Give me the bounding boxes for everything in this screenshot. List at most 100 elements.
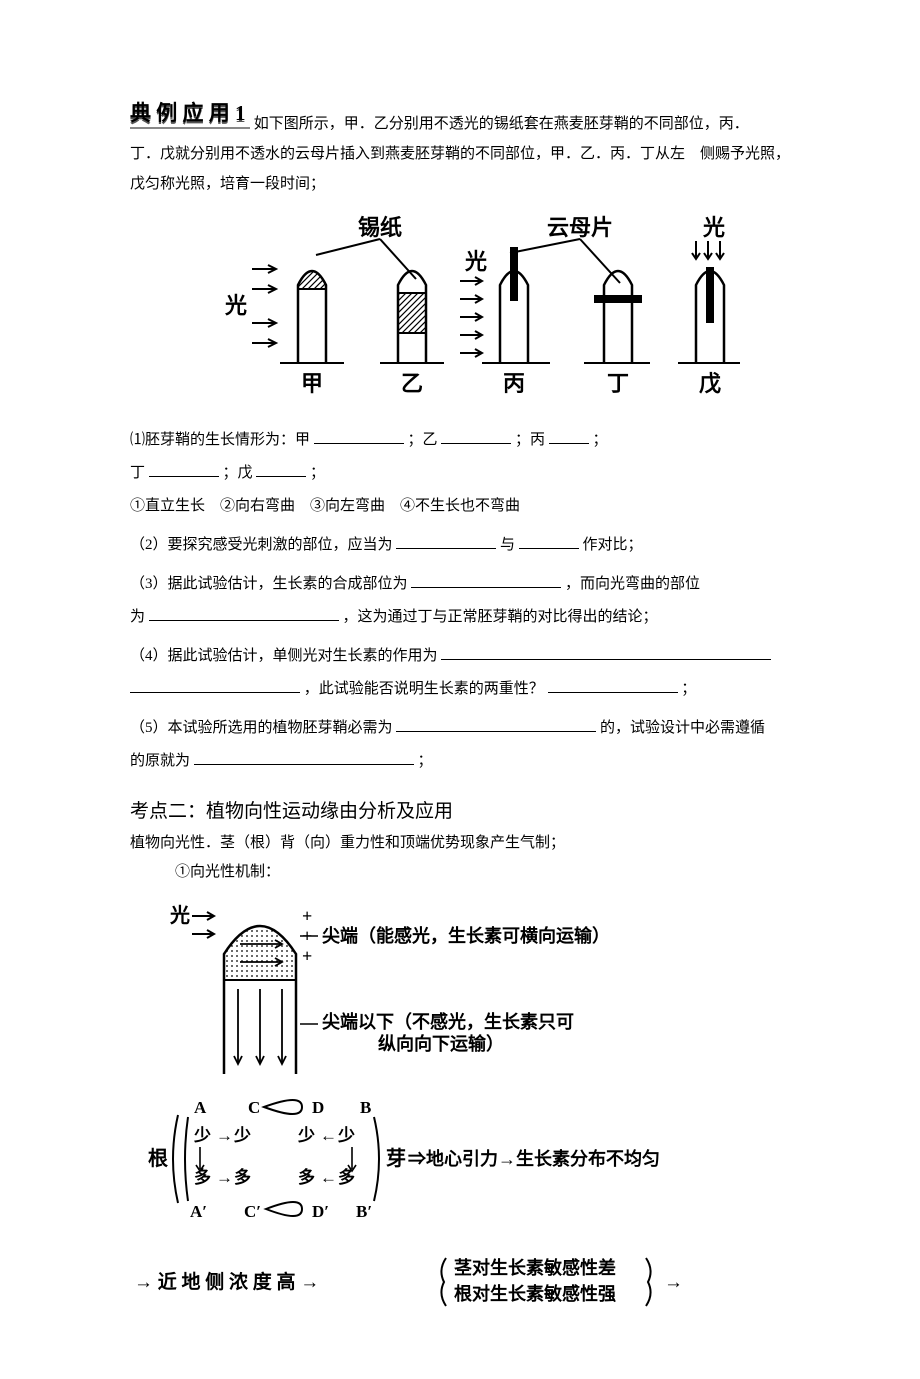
sub-text-1: 植物向光性．茎（根）背（向）重力性和顶端优势现象产生气制； [130,829,790,858]
svg-text:少: 少 [233,1126,251,1145]
svg-text:少: 少 [193,1126,211,1145]
coleoptile-wu [696,267,724,363]
label-yi: 乙 [401,371,423,396]
stem-sens: 茎对生长素敏感性差 [454,1257,616,1278]
q5-d: ； [418,753,433,769]
q3-d: ，这为通过丁与正常胚芽鞘的对比得出的结论； [343,609,658,625]
row1: 少 → 少 少 ← 少 [193,1126,355,1145]
svg-text:→: → [216,1168,233,1187]
q1-mid2: ；丙 [515,432,545,448]
q5-blank2 [194,749,414,765]
lab-Dp: D′ [312,1202,329,1221]
q1-stem: ⑴胚芽鞘的生长情形为：甲 [130,432,310,448]
lab-B: B [360,1098,371,1117]
tail-arrow: → [664,1272,683,1293]
kaodian-heading: 考点二：植物向性运动缘由分析及应用 [130,796,790,823]
svg-text:多: 多 [298,1167,315,1187]
q1-line2c: ； [310,465,325,481]
label-jia: 甲 [301,371,323,396]
intro-text-2: 丁．戊就分别用不透水的云母片插入到燕麦胚芽鞘的不同部位，甲．乙．丙．丁从左 侧赐… [130,139,790,169]
light-center-arrows [460,277,482,357]
coleoptile-jia [298,271,326,363]
root-sens: 根对生长素敏感性强 [454,1283,616,1304]
q1-blank-yi [441,428,511,444]
question-1: ⑴胚芽鞘的生长情形为：甲 ；乙 ；丙 ； 丁 ；戊 ； ①直立生长 ②向右弯曲 … [130,424,790,523]
question-4: （4）据此试验估计，单侧光对生长素的作用为 ，此试验能否说明生长素的两重性？ ； [130,640,790,706]
coleoptile-bing [500,247,528,363]
svg-text:少: 少 [297,1126,315,1145]
fig2-tip-label: 尖端（能感光，生长素可横向运输） [322,925,610,946]
q2-c: 作对比； [583,537,643,553]
light-right-arrows [692,241,724,259]
q5-a: （5）本试验所选用的植物胚芽鞘必需为 [130,720,393,736]
q1-blank-jia [314,428,404,444]
question-5: （5）本试验所选用的植物胚芽鞘必需为 的，试验设计中必需遵循 的原就为 ； [130,712,790,778]
q3-a: （3）据此试验估计，生长素的合成部位为 [130,576,408,592]
q3-b: ，而向光弯曲的部位 [565,576,700,592]
example-badge: 典 例 应 用 1 典 例 应 用 1 [130,100,250,135]
lab-Ap: A′ [190,1202,207,1221]
lab-Bp: B′ [356,1202,372,1221]
phototropism-diagram: 光 + + + [150,894,790,1089]
lab-C: C [248,1098,260,1117]
coleoptile-ding [594,271,642,363]
coleoptile-yi [398,271,426,363]
svg-text:多: 多 [338,1167,355,1187]
fig2-down-arrows [234,989,286,1064]
svg-text:少: 少 [337,1126,355,1145]
label-bing: 丙 [503,371,525,396]
fig2-light-arrows [192,912,214,938]
svg-text:多: 多 [194,1167,211,1187]
q1-blank-wu [256,461,306,477]
q3-c: 为 [130,609,145,625]
row2: 多 → 多 多 ← 多 [194,1167,355,1187]
q2-b: 与 [500,537,515,553]
light-center-label: 光 [464,249,487,274]
q1-blank-ding [149,461,219,477]
coleoptile-diagram: 锡纸 云母片 光 光 光 [130,213,790,418]
q4-blank1 [441,644,771,660]
q1-mid1: ；乙 [408,432,438,448]
q4-c: ； [681,681,696,697]
near-ground-text: → 近 地 侧 浓 度 高 → [134,1270,319,1293]
q5-c: 的原就为 [130,753,190,769]
q5-b: 的，试验设计中必需遵循 [600,720,765,736]
q2-a: （2）要探究感受光刺激的部位，应当为 [130,537,393,553]
q4-a: （4）据此试验估计，单侧光对生长素的作用为 [130,648,438,664]
q2-blank1 [396,533,496,549]
q1-options: ①直立生长 ②向右弯曲 ③向左弯曲 ④不生长也不弯曲 [130,498,520,514]
light-left-label: 光 [224,293,247,318]
lab-A: A [194,1098,207,1117]
conclusion-row: → 近 地 侧 浓 度 高 → 茎对生长素敏感性差 根对生长素敏感性强 → [130,1250,790,1319]
q1-line2a: 丁 [130,465,145,481]
intro-text-1: 如下图所示，甲．乙分别用不透光的锡纸套在燕麦胚芽鞘的不同部位，丙． [254,116,749,132]
svg-text:←: ← [320,1126,337,1145]
intro-text-3: 戊匀称光照，培育一段时间； [130,169,790,199]
light-left-arrows [252,265,276,347]
q3-blank2 [149,605,339,621]
fig2-tip-shade [224,926,296,980]
tinfoil-label: 锡纸 [358,215,402,240]
label-wu: 戊 [699,371,721,396]
plus-1: + [302,906,312,926]
mica-label: 云母片 [547,215,613,240]
lab-D: D [312,1098,324,1117]
q1-line2b: ；戊 [223,465,253,481]
q2-blank2 [519,533,579,549]
light-right-label: 光 [702,215,725,240]
lab-Cp: C′ [244,1202,261,1221]
gravity-text: ⇒地心引力→生长素分布不均匀 [408,1148,660,1169]
q5-blank1 [396,716,596,732]
fig2-below-label2: 纵向向下运输） [378,1033,504,1054]
question-3: （3）据此试验估计，生长素的合成部位为 ，而向光弯曲的部位 为 ，这为通过丁与正… [130,568,790,634]
svg-text:多: 多 [234,1167,251,1187]
q1-blank-bing [549,428,589,444]
q3-blank1 [411,572,561,588]
fig2-light-label: 光 [169,904,190,927]
question-2: （2）要探究感受光刺激的部位，应当为 与 作对比； [130,529,790,562]
q4-blank2 [548,677,678,693]
bud-label: 芽 [386,1146,406,1170]
q1-mid3: ； [593,432,608,448]
root-label: 根 [148,1146,168,1170]
svg-text:←: ← [320,1168,337,1187]
